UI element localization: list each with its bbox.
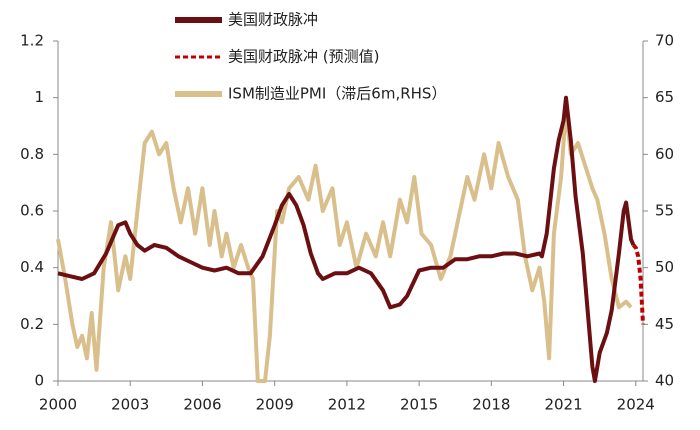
x-tick-label: 2000 <box>39 396 77 414</box>
y2-tick-label: 50 <box>655 258 674 276</box>
y-tick-label: 1.2 <box>20 32 44 50</box>
y-tick-label: 0.2 <box>20 315 44 333</box>
x-tick-label: 2003 <box>111 396 149 414</box>
y-tick-label: 0.4 <box>20 258 44 276</box>
y2-tick-label: 60 <box>655 145 674 163</box>
x-tick-label: 2006 <box>183 396 221 414</box>
y-tick-label: 0.6 <box>20 202 44 220</box>
legend-label: 美国财政脉冲 (预测值) <box>228 48 379 66</box>
y-tick-label: 0.8 <box>20 145 44 163</box>
y2-tick-label: 55 <box>655 202 674 220</box>
y-tick-label: 1 <box>34 88 44 106</box>
y2-tick-label: 40 <box>655 372 674 390</box>
x-tick-label: 2018 <box>472 396 510 414</box>
x-tick-label: 2024 <box>617 396 655 414</box>
y2-tick-label: 45 <box>655 315 674 333</box>
x-tick-label: 2015 <box>400 396 438 414</box>
legend-label: 美国财政脉冲 <box>228 11 318 29</box>
x-tick-label: 2009 <box>256 396 294 414</box>
series-line <box>56 107 633 383</box>
series-line <box>631 243 645 325</box>
series-line <box>57 95 636 383</box>
legend-label: ISM制造业PMI（滞后6m,RHS） <box>228 85 446 103</box>
y2-tick-label: 65 <box>655 88 674 106</box>
y2-tick-label: 70 <box>655 32 674 50</box>
x-tick-label: 2021 <box>544 396 582 414</box>
y-tick-label: 0 <box>34 372 44 390</box>
x-tick-label: 2012 <box>328 396 366 414</box>
